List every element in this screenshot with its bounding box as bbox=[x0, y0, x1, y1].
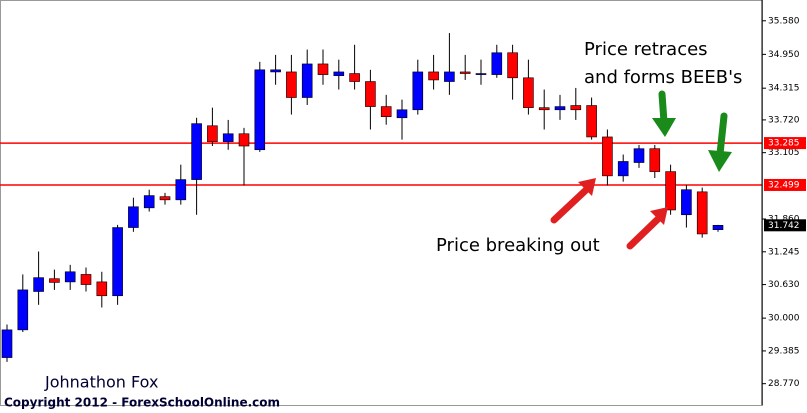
y-tick-label: 30.000 bbox=[768, 314, 800, 324]
candle-body bbox=[633, 148, 645, 163]
candle-body bbox=[64, 271, 76, 283]
candle-body bbox=[301, 63, 313, 98]
green-arrowhead bbox=[708, 150, 732, 172]
y-tick-label: 34.950 bbox=[768, 50, 800, 60]
candle-body bbox=[80, 274, 92, 285]
candle-body bbox=[207, 125, 218, 143]
red-arrowhead bbox=[578, 178, 596, 196]
candle-body bbox=[333, 71, 345, 76]
copyright: Copyright 2012 - ForexSchoolOnline.com bbox=[4, 396, 280, 410]
price-label-box bbox=[764, 137, 806, 150]
annotation: and forms BEEB's bbox=[584, 67, 742, 88]
candle-body bbox=[412, 71, 424, 111]
green-arrow bbox=[716, 112, 728, 158]
candle-body bbox=[349, 73, 360, 82]
red-arrowhead bbox=[650, 207, 668, 225]
y-tick-label: 35.580 bbox=[768, 16, 800, 26]
candle-body bbox=[380, 106, 392, 118]
y-tick-label: 28.770 bbox=[768, 379, 800, 389]
y-tick-label: 33.105 bbox=[768, 148, 800, 158]
candle-body bbox=[665, 171, 676, 211]
candle-body bbox=[491, 52, 503, 75]
candle-body bbox=[696, 191, 708, 235]
candle-body bbox=[143, 195, 155, 209]
candle-body bbox=[602, 136, 613, 177]
annotation: Price retraces bbox=[584, 39, 708, 60]
candle-body bbox=[507, 52, 518, 79]
candle-body bbox=[191, 123, 202, 180]
candle-body bbox=[159, 196, 171, 201]
last-price-box bbox=[764, 219, 806, 232]
candle-body bbox=[175, 179, 187, 201]
candle-body bbox=[112, 227, 123, 297]
candle-body bbox=[554, 106, 566, 111]
candle-body bbox=[428, 71, 439, 81]
candle-body bbox=[459, 71, 471, 74]
candle-body bbox=[286, 71, 297, 98]
red-arrow bbox=[626, 215, 662, 250]
y-tick-label: 29.385 bbox=[768, 346, 800, 356]
y-tick-label: 33.720 bbox=[768, 115, 800, 125]
author: Johnathon Fox bbox=[44, 373, 158, 392]
candle-body bbox=[270, 69, 281, 73]
price-label: 33.285 bbox=[768, 139, 800, 149]
y-tick-label: 34.315 bbox=[768, 84, 800, 94]
candle-body bbox=[681, 189, 692, 216]
green-arrowhead bbox=[652, 118, 676, 137]
candle-body bbox=[1, 329, 13, 358]
candle-body bbox=[49, 278, 60, 283]
candle-body bbox=[712, 225, 724, 230]
plot-frame bbox=[0, 0, 763, 406]
candle-body bbox=[238, 133, 250, 147]
candle-body bbox=[254, 69, 266, 151]
candle-body bbox=[222, 133, 234, 143]
last-price-label: 31.742 bbox=[768, 221, 800, 231]
candle-body bbox=[649, 148, 661, 172]
candle-body bbox=[96, 281, 108, 297]
candle-body bbox=[570, 105, 582, 111]
y-tick-label: 30.630 bbox=[768, 280, 800, 290]
candle-body bbox=[33, 277, 44, 292]
candle-body bbox=[538, 107, 550, 111]
price-label-box bbox=[764, 178, 806, 191]
price-label: 32.499 bbox=[768, 180, 800, 190]
y-tick-label: 31.245 bbox=[768, 247, 800, 257]
candle-body bbox=[523, 77, 534, 108]
candle-body bbox=[17, 289, 29, 331]
candle-body bbox=[317, 63, 329, 75]
green-arrow bbox=[658, 90, 668, 126]
arrows bbox=[550, 90, 732, 250]
candle-body bbox=[586, 105, 597, 138]
red-arrow bbox=[550, 186, 590, 224]
candle-body bbox=[617, 161, 629, 177]
annotation: Price breaking out bbox=[436, 235, 600, 256]
candle-body bbox=[475, 73, 487, 75]
candle-body bbox=[396, 109, 408, 119]
candle-body bbox=[128, 206, 139, 228]
candle-body bbox=[444, 71, 455, 82]
candle-body bbox=[365, 81, 376, 107]
